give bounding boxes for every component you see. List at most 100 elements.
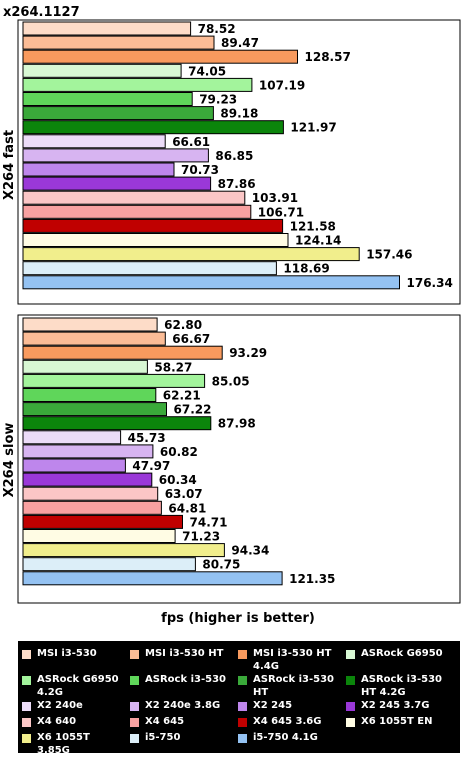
bar-slow-13 (22, 500, 162, 515)
legend-item: ASRock i3-530 (130, 673, 227, 686)
legend-item: X6 1055T EN (346, 715, 443, 728)
value-label-fast-3: 74.05 (188, 64, 226, 78)
legend-item: X2 240e (22, 699, 119, 712)
legend-label: ASRock G6950 (361, 648, 443, 659)
value-label-fast-8: 66.61 (172, 135, 210, 149)
value-label-slow-1: 66.67 (172, 332, 210, 346)
value-label-slow-12: 63.07 (165, 487, 203, 501)
legend-item: MSI i3-530 (22, 647, 119, 660)
legend-item: X4 645 (130, 715, 227, 728)
value-label-slow-5: 62.21 (163, 389, 201, 403)
bar-slow-1 (22, 331, 166, 346)
value-label-slow-9: 60.82 (160, 445, 198, 459)
legend-item: ASRock G6950 4.2G (22, 673, 119, 699)
legend-label: ASRock i3-530 HT (253, 674, 334, 698)
bar-slow-16 (22, 543, 225, 558)
legend-item: MSI i3-530 HT (130, 647, 227, 660)
legend-item: ASRock i3-530 HT (238, 673, 335, 699)
legend-item: X6 1055T 3.85G (22, 731, 119, 757)
bar-slow-3 (22, 359, 148, 374)
value-label-fast-11: 87.86 (218, 177, 256, 191)
bar-fast-10 (22, 162, 175, 177)
legend-swatch (130, 734, 139, 743)
bar-slow-2 (22, 345, 223, 360)
value-label-fast-12: 103.91 (252, 191, 298, 205)
bar-fast-13 (22, 204, 252, 219)
value-label-slow-7: 87.98 (218, 417, 256, 431)
value-label-fast-9: 86.85 (215, 149, 253, 163)
value-label-fast-13: 106.71 (258, 205, 304, 219)
legend-label: X2 240e 3.8G (145, 700, 221, 711)
legend-label: X2 240e (37, 700, 83, 711)
value-label-slow-17: 80.75 (202, 558, 240, 572)
legend-label: X4 640 (37, 716, 77, 727)
legend-swatch (130, 676, 139, 685)
value-label-fast-4: 107.19 (259, 78, 305, 92)
bar-slow-17 (22, 557, 196, 572)
bar-slow-11 (22, 472, 153, 487)
legend-swatch (238, 650, 247, 659)
legend-item: X4 640 (22, 715, 119, 728)
value-label-slow-8: 45.73 (128, 431, 166, 445)
legend-label: X2 245 (253, 700, 293, 711)
legend: MSI i3-530 MSI i3-530 HT MSI i3-530 HT 4.4… (18, 641, 460, 756)
bar-slow-10 (22, 458, 126, 473)
bar-fast-17 (22, 261, 277, 276)
legend-label: MSI i3-530 HT (145, 648, 224, 659)
bar-fast-0 (22, 21, 192, 36)
legend-item: X2 240e 3.8G (130, 699, 227, 712)
legend-item: MSI i3-530 HT 4.4G (238, 647, 335, 673)
value-label-slow-13: 64.81 (168, 501, 206, 515)
bar-fast-8 (22, 134, 166, 149)
value-label-slow-15: 71.23 (182, 530, 220, 544)
value-label-fast-7: 121.97 (290, 121, 336, 135)
legend-label: X4 645 3.6G (253, 716, 322, 727)
panel-frame-slow (17, 314, 461, 604)
bar-fast-14 (22, 218, 284, 233)
bar-fast-3 (22, 63, 182, 78)
bar-fast-4 (22, 77, 253, 92)
legend-label: MSI i3-530 HT 4.4G (253, 648, 332, 672)
value-label-fast-5: 79.23 (199, 93, 237, 107)
bar-slow-15 (22, 529, 176, 543)
legend-item: ASRock i3-530 HT 4.2G (346, 673, 443, 699)
legend-swatch (346, 718, 355, 727)
value-label-fast-0: 78.52 (198, 22, 236, 36)
legend-item: X2 245 3.7G (346, 699, 443, 712)
value-label-slow-10: 47.97 (132, 459, 170, 473)
legend-label: i5-750 4.1G (253, 732, 318, 743)
bar-fast-5 (22, 92, 193, 106)
bar-slow-18 (22, 571, 283, 586)
bar-slow-12 (22, 486, 159, 501)
bar-fast-6 (22, 106, 214, 121)
legend-label: X4 645 (145, 716, 185, 727)
bar-fast-16 (22, 247, 360, 262)
value-label-fast-10: 70.73 (181, 163, 219, 177)
bar-fast-2 (22, 49, 298, 64)
legend-swatch (346, 702, 355, 711)
legend-swatch (130, 650, 139, 659)
legend-swatch (346, 676, 355, 685)
legend-swatch (238, 718, 247, 727)
value-label-fast-15: 124.14 (295, 234, 341, 248)
legend-swatch (130, 718, 139, 727)
legend-label: X6 1055T 3.85G (37, 732, 90, 756)
value-label-slow-6: 67.22 (174, 403, 212, 417)
value-label-slow-16: 94.34 (231, 544, 269, 558)
bar-slow-0 (22, 317, 158, 332)
bar-fast-7 (22, 120, 284, 135)
panel-frame-fast (17, 19, 461, 305)
bar-fast-12 (22, 190, 246, 205)
legend-label: ASRock G6950 4.2G (37, 674, 119, 698)
bar-fast-18 (22, 275, 400, 290)
value-label-fast-1: 89.47 (221, 36, 259, 50)
legend-label: i5-750 (145, 732, 181, 743)
legend-swatch (22, 676, 31, 685)
value-label-fast-16: 157.46 (366, 248, 412, 262)
value-label-slow-14: 74.71 (190, 515, 228, 529)
bar-fast-15 (22, 233, 289, 247)
value-label-fast-2: 128.57 (305, 50, 351, 64)
value-label-slow-2: 93.29 (229, 346, 267, 360)
bar-slow-6 (22, 402, 167, 417)
